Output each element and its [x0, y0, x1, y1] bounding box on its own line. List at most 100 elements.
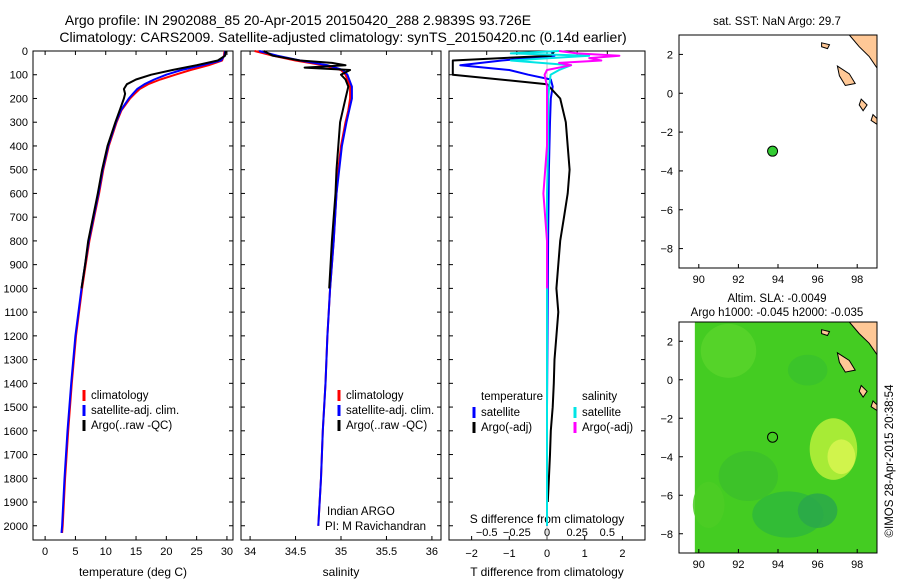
salinity-xtick-label: 36 [426, 546, 438, 558]
title-line-2: Climatology: CARS2009. Satellite-adjuste… [59, 29, 626, 45]
depth-tick-label: 1800 [4, 473, 28, 485]
depth-tick-label: 400 [10, 141, 28, 153]
depth-tick-label: 1600 [4, 426, 28, 438]
sla_map-xtick-label: 90 [693, 559, 705, 571]
series-temperature-0 [61, 50, 226, 533]
difference-T-tick-label: −2 [465, 548, 478, 560]
sst_map-ytick-label: −6 [660, 205, 673, 217]
depth-tick-label: 0 [22, 46, 28, 58]
sla_map-ytick-label: −4 [660, 452, 673, 464]
temperature-xtick-label: 25 [191, 546, 203, 558]
legend-label: satellite [481, 407, 520, 419]
title-line-1: Argo profile: IN 2902088_85 20-Apr-2015 … [65, 12, 531, 28]
legend-header-temperature: temperature [481, 391, 543, 403]
sla_map-xtick-label: 94 [772, 559, 784, 571]
series-temperature-1 [60, 50, 227, 533]
depth-tick-label: 100 [10, 70, 28, 82]
land-shape [858, 98, 868, 112]
difference-T-tick-label: −1 [503, 548, 516, 560]
temperature-xtick-label: 5 [72, 546, 78, 558]
depth-tick-label: 900 [10, 260, 28, 272]
difference-S-tick-label: 0.5 [600, 527, 615, 539]
imos-credit: ©IMOS 28-Apr-2015 20:38:54 [884, 384, 896, 538]
temperature-panel: 0100200300400500600700800900100011001200… [4, 46, 234, 579]
sla-anomaly-patch [700, 323, 757, 378]
salinity-xtick-label: 35 [335, 546, 347, 558]
salinity-frame [240, 50, 442, 541]
temperature-xtick-label: 20 [160, 546, 172, 558]
depth-tick-label: 1900 [4, 497, 28, 509]
series-salinity-2 [263, 50, 352, 289]
depth-tick-label: 1300 [4, 355, 28, 367]
land-shape [821, 329, 831, 337]
salinity-xtick-label: 34 [244, 546, 256, 558]
temperature-xtick-label: 30 [221, 546, 233, 558]
sst_map-ytick-label: −2 [660, 127, 673, 139]
depth-tick-label: 600 [10, 188, 28, 200]
sla_map-ytick-label: 2 [667, 336, 673, 348]
sla_map-argo-marker [767, 431, 779, 443]
annotation-indian-argo: Indian ARGO [327, 506, 395, 518]
difference-S-tick-label: 0.25 [566, 527, 587, 539]
sst_map-ytick-label: −4 [660, 166, 673, 178]
sla-map-panel: 90 92 94 96 98 2 0 −2 −4 −6 −8 Altim. SLA: -0.0049 A… [660, 293, 878, 571]
series-difference-1 [451, 50, 571, 503]
sla_map-ytick-label: 0 [667, 375, 673, 387]
legend-header-salinity: salinity [582, 391, 617, 403]
salinity-xtick-label: 35.5 [376, 546, 397, 558]
sla_map-xtick-label: 92 [732, 559, 744, 571]
sla_map-xtick-label: 96 [811, 559, 823, 571]
sst_map-xtick-label: 96 [811, 274, 823, 286]
sst_map-ytick-label: 2 [667, 49, 673, 61]
series-difference-3 [542, 50, 621, 289]
depth-tick-label: 300 [10, 117, 28, 129]
sst_map-ytick-label: 0 [667, 88, 673, 100]
temperature-frame [32, 50, 234, 541]
depth-tick-label: 200 [10, 93, 28, 105]
depth-tick-label: 1400 [4, 378, 28, 390]
difference-T-tick-label: 0 [544, 548, 550, 560]
depth-tick-label: 1700 [4, 450, 28, 462]
sst_map-ytick-label: −8 [660, 244, 673, 256]
difference-T-tick-label: 2 [619, 548, 625, 560]
legend-label: Argo(-adj) [481, 422, 532, 434]
sla-map-subtitle: Argo h1000: -0.045 h2000: -0.035 [691, 307, 864, 319]
legend-label: Argo(..raw -QC) [91, 420, 172, 432]
land-shape [836, 351, 857, 373]
depth-tick-label: 1200 [4, 331, 28, 343]
sla-anomaly-patch [827, 439, 856, 475]
land-shape [836, 65, 856, 87]
sst_map-xtick-label: 90 [693, 274, 705, 286]
salinity-panel: 34 34.5 35 35.5 36 salinity climatology satelli… [240, 50, 442, 579]
series-salinity-0 [254, 50, 352, 526]
depth-tick-label: 1500 [4, 402, 28, 414]
difference-panel: −2 −1 0 1 2−0.5 −0.25 0 0.25 0.5S difference fro… [448, 50, 646, 579]
temperature-xtick-label: 0 [42, 546, 48, 558]
legend-label: climatology [346, 390, 404, 402]
series-salinity-1 [258, 50, 353, 526]
sst-map-title: sat. SST: NaN Argo: 29.7 [713, 16, 841, 28]
sla_map-ytick-label: −2 [660, 413, 673, 425]
land-shape [821, 42, 831, 50]
depth-tick-label: 800 [10, 236, 28, 248]
series-difference-2 [509, 50, 591, 526]
legend-label: satellite [582, 407, 621, 419]
depth-tick-label: 1100 [4, 307, 28, 319]
depth-tick-label: 1000 [4, 283, 28, 295]
sst_map-xtick-label: 92 [732, 274, 744, 286]
legend-label: Argo(..raw -QC) [346, 420, 427, 432]
annotation-pi: PI: M Ravichandran [325, 521, 426, 533]
sla-anomaly-patch [718, 450, 778, 502]
sla_map-ytick-label: −6 [660, 490, 673, 502]
difference-S-tick-label: −0.5 [476, 527, 498, 539]
sst_map-xtick-label: 98 [851, 274, 863, 286]
sla_map-ytick-label: −8 [660, 529, 673, 541]
salinity-xtick-label: 34.5 [285, 546, 306, 558]
sst-map-panel: 90 92 94 96 98 2 0 −2 −4 −6 −8 sat. SST: NaN Argo: … [660, 16, 878, 286]
temperature-xtick-label: 15 [130, 546, 142, 558]
depth-tick-label: 2000 [4, 521, 28, 533]
difference-S-tick-label: −0.25 [503, 527, 531, 539]
temperature-xlabel: temperature (deg C) [79, 565, 187, 579]
legend-label: climatology [91, 390, 149, 402]
